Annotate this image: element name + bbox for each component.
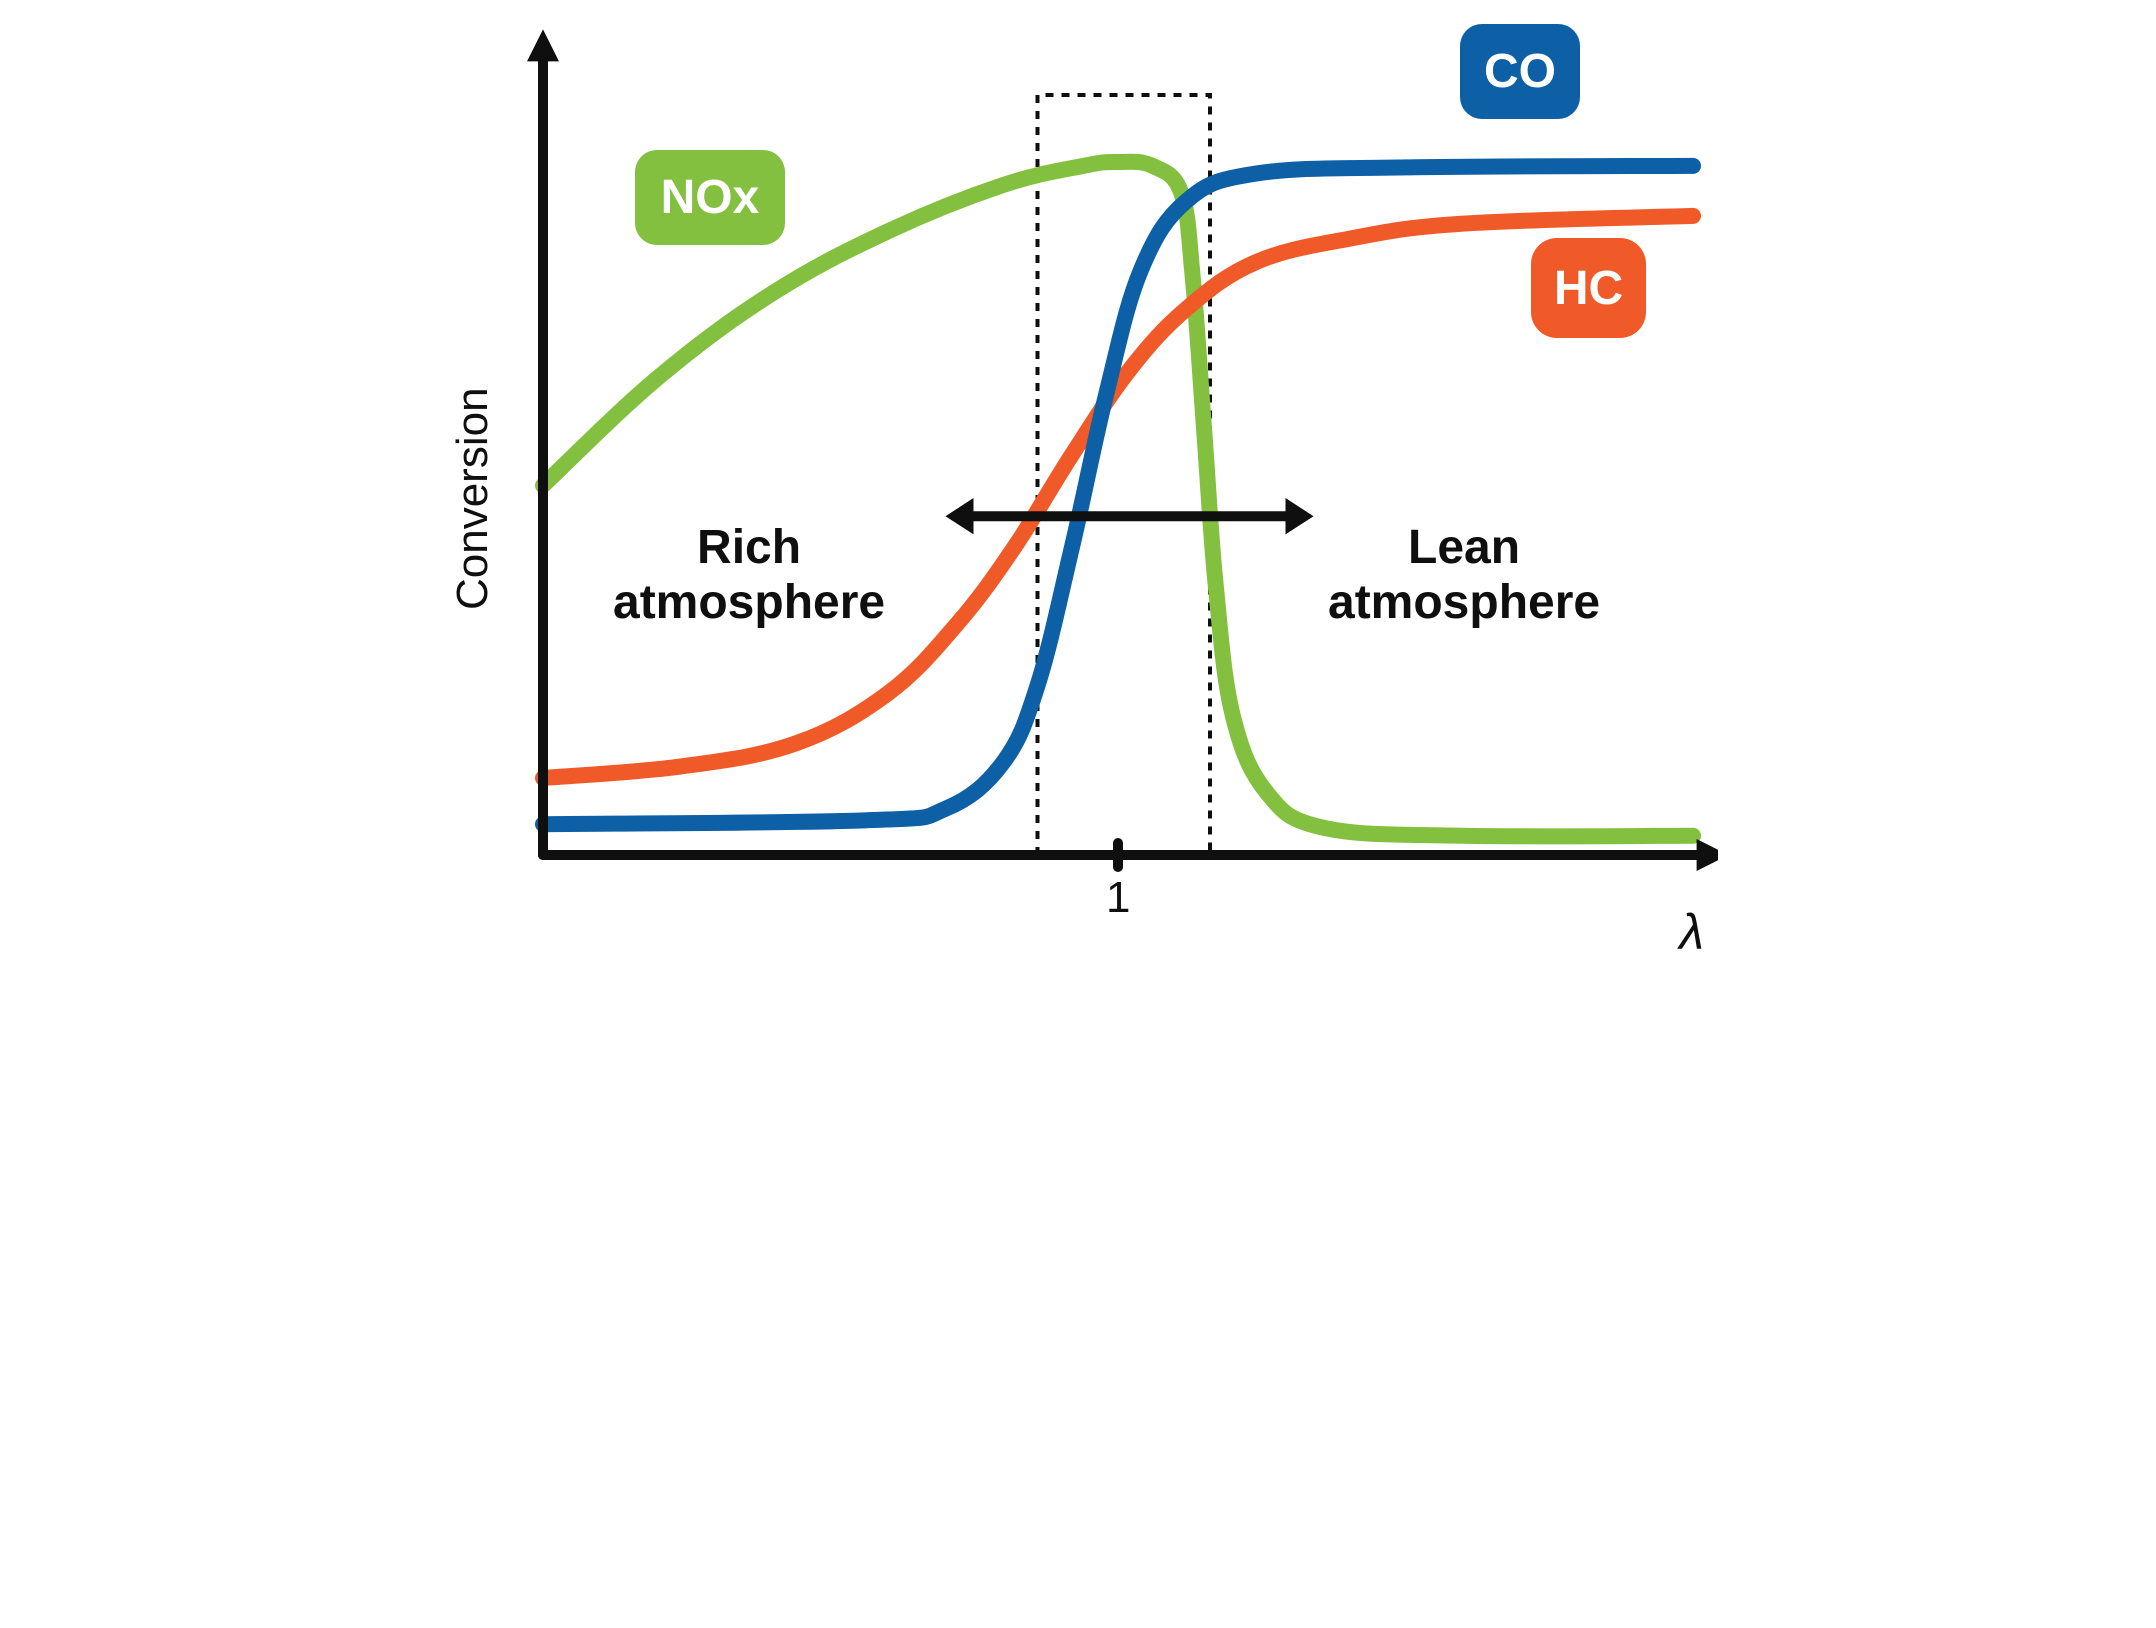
curve-co (543, 166, 1693, 824)
curve-hc (543, 216, 1693, 778)
window-arrow-head-right (1286, 498, 1314, 534)
x-axis-tick-label: 1 (1106, 873, 1130, 923)
region-label-rich: Rich atmosphere (613, 520, 885, 630)
x-axis-label: λ (1679, 903, 1704, 961)
legend-badge-nox: NOx (635, 150, 785, 245)
chart-svg (438, 0, 1718, 967)
region-label-rich-line2: atmosphere (613, 576, 885, 629)
region-label-lean-line1: Lean (1408, 521, 1520, 574)
legend-badge-co: CO (1460, 24, 1580, 119)
region-label-lean: Lean atmosphere (1328, 520, 1600, 630)
conversion-lambda-chart: Conversion λ 1 Rich atmosphere Lean atmo… (438, 0, 1718, 967)
window-arrow-head-left (946, 498, 974, 534)
curve-nox (543, 162, 1693, 837)
region-label-lean-line2: atmosphere (1328, 576, 1600, 629)
y-axis-label: Conversion (448, 387, 498, 610)
region-label-rich-line1: Rich (697, 521, 801, 574)
legend-badge-hc: HC (1531, 238, 1646, 338)
